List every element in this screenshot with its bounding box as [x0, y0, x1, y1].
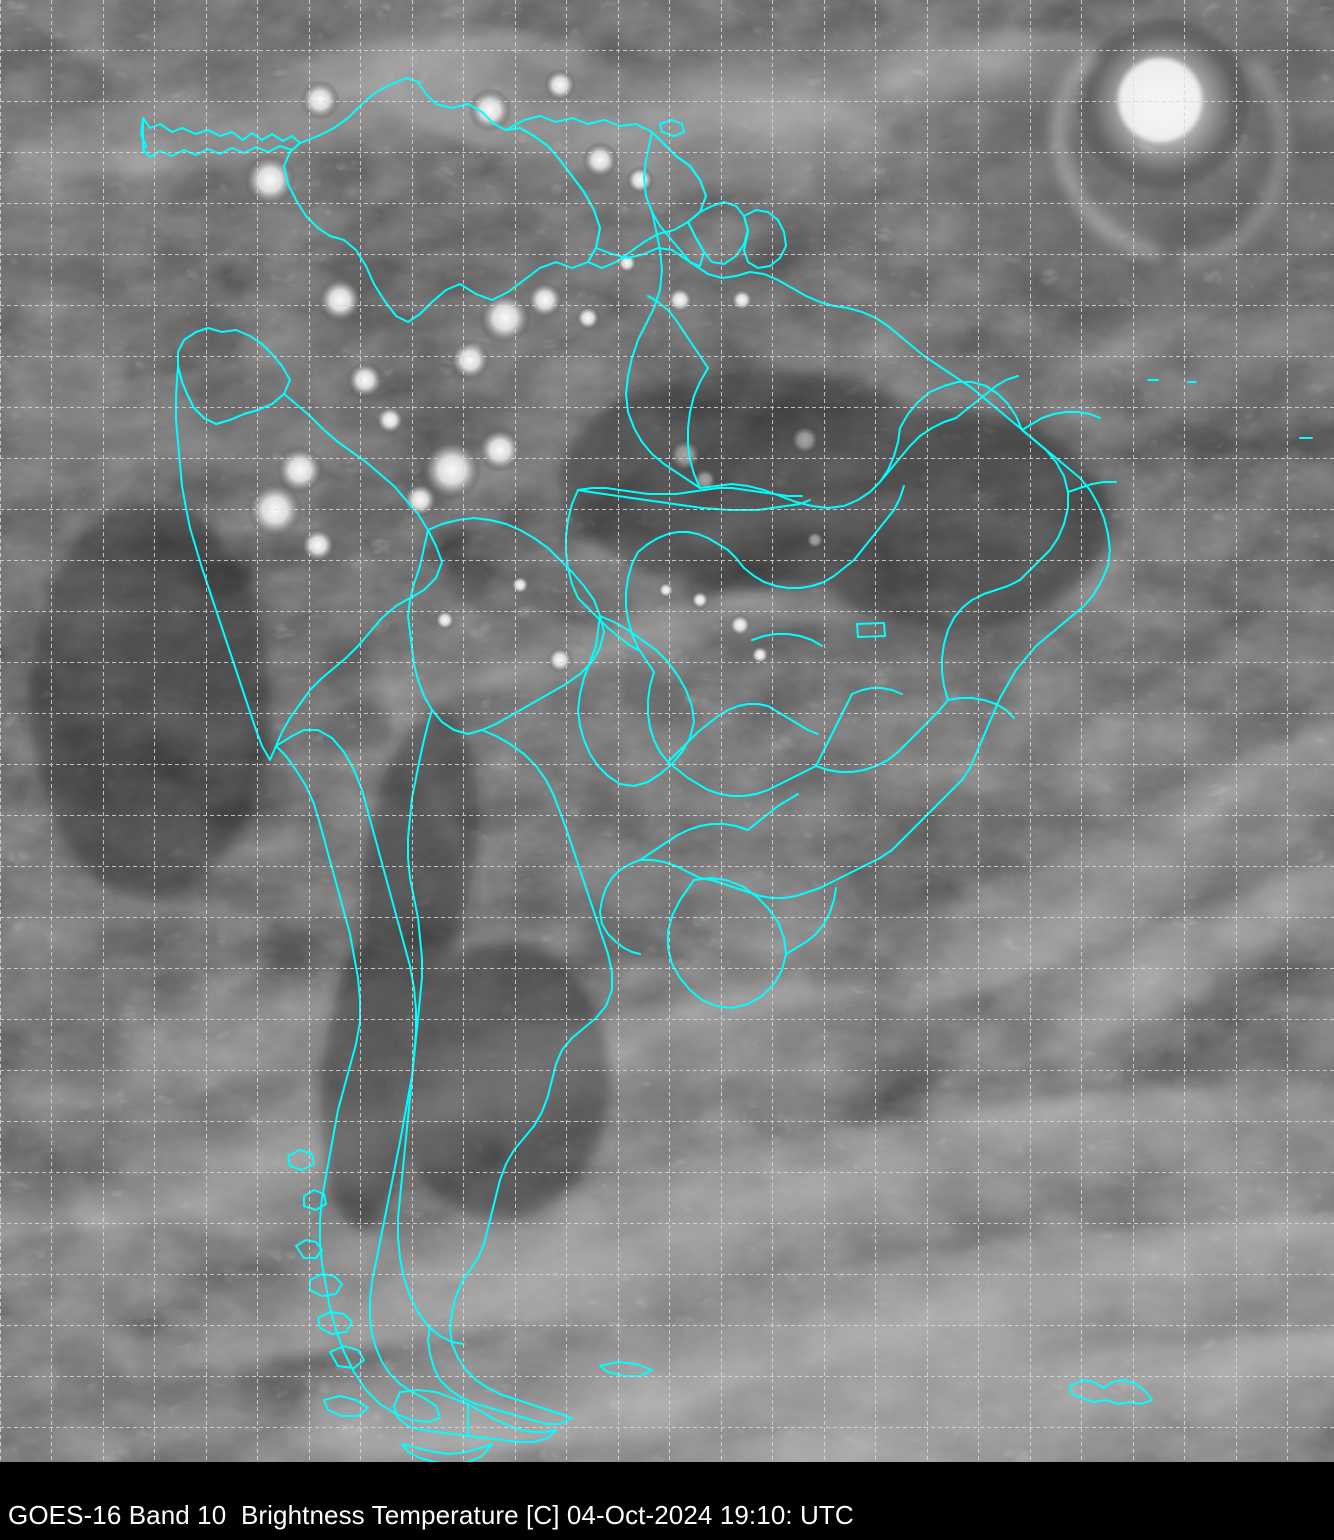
border-amazonas-line	[577, 489, 811, 511]
caption-bar: GOES-16 Band 10 Brightness Temperature […	[0, 1462, 1334, 1540]
border-venezuela	[505, 115, 707, 269]
border-argentina	[427, 729, 613, 1425]
border-tdf-south	[401, 1443, 493, 1462]
border-guyana	[643, 131, 707, 267]
border-panama-tail	[140, 117, 147, 151]
border-trinidad	[659, 119, 685, 137]
border-brazil-south	[599, 859, 701, 955]
chilean-archipelago	[287, 1149, 369, 1417]
border-suriname	[687, 201, 749, 265]
border-paraguay	[577, 615, 695, 787]
border-french-guiana	[743, 209, 787, 269]
satellite-image-panel	[0, 0, 1334, 1462]
surface-shading	[30, 370, 1110, 1230]
border-chile	[275, 729, 441, 1423]
border-andes-line	[397, 709, 465, 1345]
border-brazil-coast	[595, 247, 1111, 899]
border-falkland-islands	[1069, 1379, 1153, 1405]
border-colombia	[283, 77, 601, 323]
grid-vertical-lines	[0, 0, 1288, 1462]
border-uruguay-brazil	[785, 887, 837, 955]
grid-horizontal-lines	[0, 50, 1334, 1428]
caption-text: GOES-16 Band 10 Brightness Temperature […	[8, 1500, 854, 1530]
latlon-grid	[0, 0, 1334, 1462]
satellite-image-canvas	[0, 0, 1334, 1462]
border-isla-estados	[599, 1361, 653, 1377]
border-bolivia	[407, 517, 605, 735]
